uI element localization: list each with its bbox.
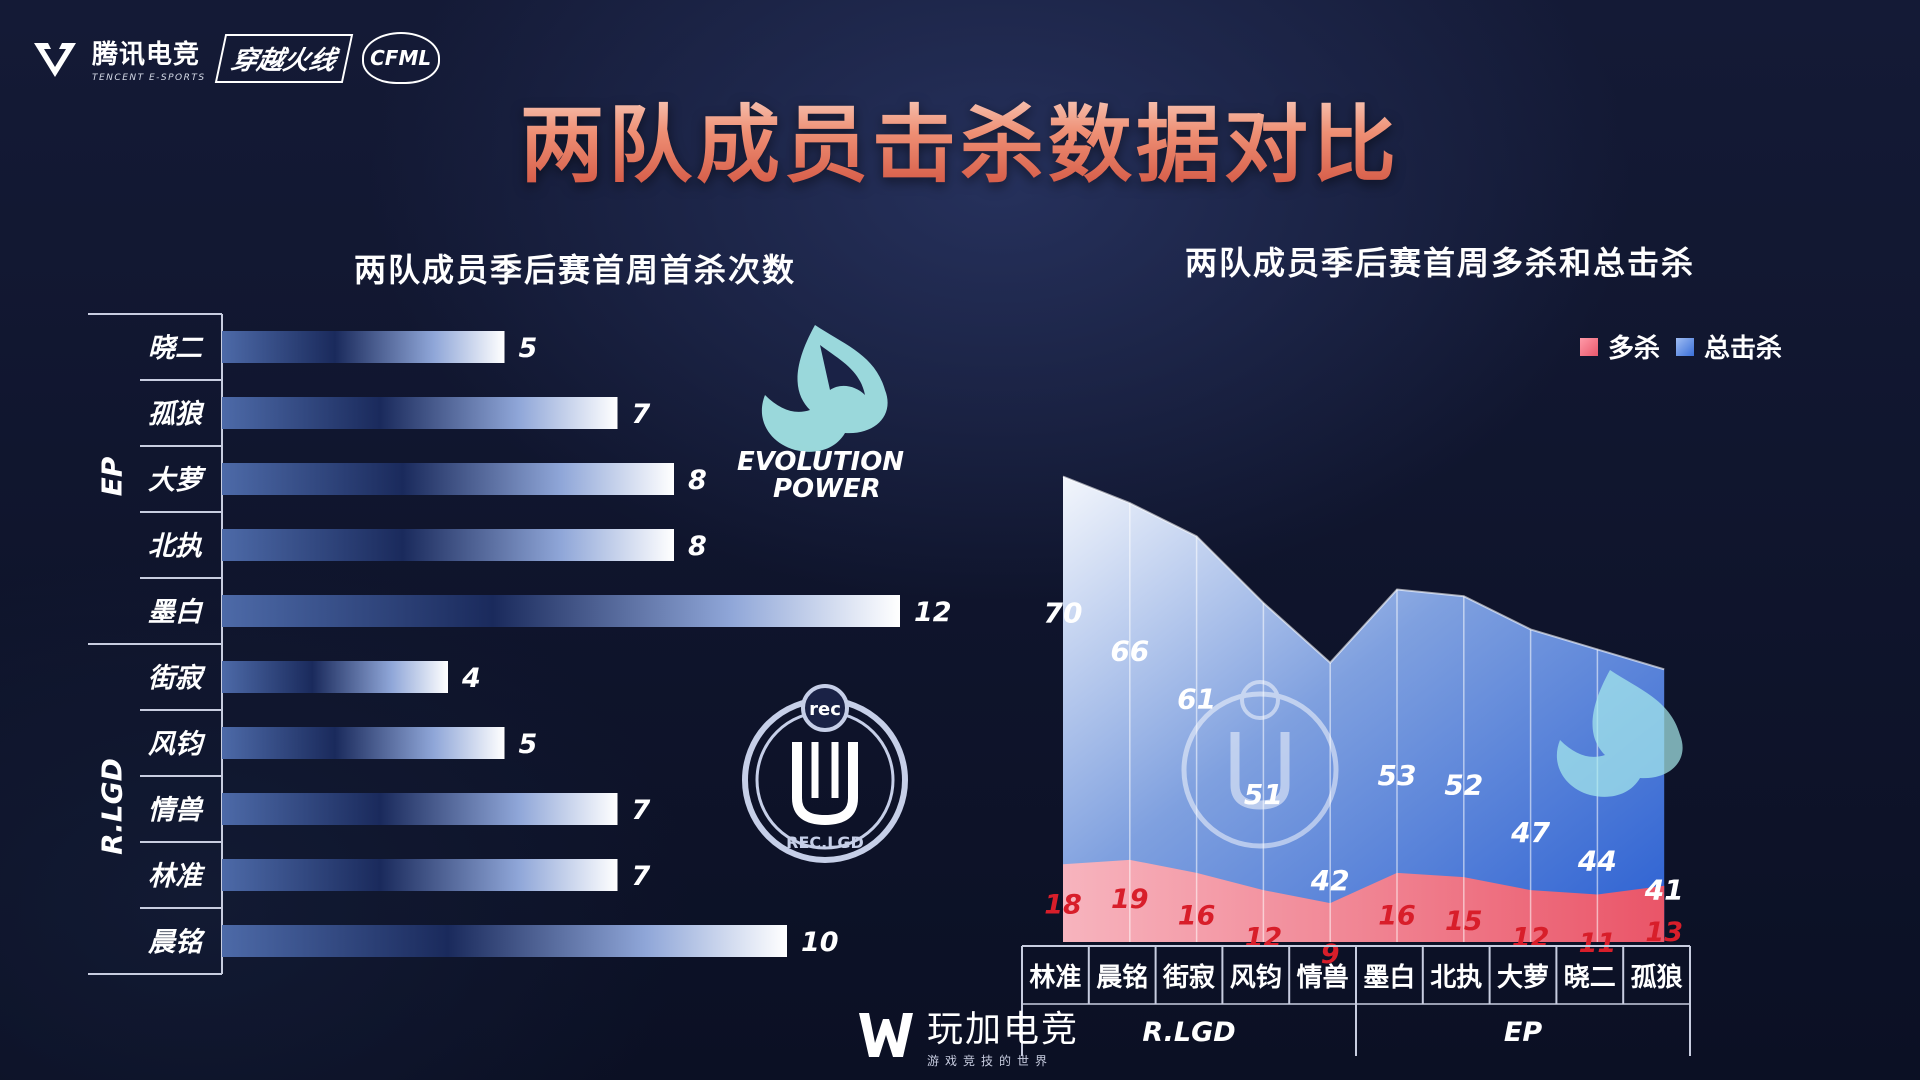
footer-brand-name: 玩加电竞 [927,1009,1080,1050]
bar-value-label: 10 [801,927,839,958]
series-line-total [1062,475,1665,671]
wanplus-logo-icon [859,1012,913,1057]
bar-林准 [222,859,618,891]
page-title: 两队成员击杀数据对比 [0,78,1920,199]
bar-value-label: 8 [688,531,707,562]
rec-lgd-watermark-icon [1181,680,1339,849]
multi-value-label: 12 [1512,923,1550,954]
x-tick-label: 风钧 [1230,963,1282,993]
x-tick-label: 墨白 [1363,962,1415,993]
total-value-label: 47 [1510,816,1550,849]
crossfire-logo: 穿越火线 [214,33,353,83]
bar-风钧 [222,727,505,759]
multi-value-label: 12 [1245,923,1283,954]
bar-情兽 [222,793,618,825]
bar-value-label: 7 [632,861,651,892]
total-value-label: 70 [1044,596,1083,629]
bar-孤狼 [222,397,618,429]
ep-logo-line1: EVOLUTION [737,447,904,477]
bar-category-label: 墨白 [148,597,204,628]
legend-swatch-multi [1580,337,1598,356]
bar-晓二 [222,331,505,363]
multi-value-label: 13 [1645,917,1683,948]
bar-value-label: 5 [519,729,538,760]
lgd-logo-top: rec [809,699,841,720]
crossfire-logo-text: 穿越火线 [227,45,339,76]
bar-街寂 [222,661,448,693]
bar-category-label: 晓二 [148,333,204,364]
multi-value-label: 11 [1579,928,1617,959]
header-logos: 腾讯电竞 TENCENT E-SPORTS 穿越火线 CFML [32,28,440,88]
bar-category-label: 北执 [148,531,203,562]
total-value-label: 66 [1110,635,1149,668]
bar-value-label: 7 [632,399,651,430]
tencent-esports-wordmark: 腾讯电竞 TENCENT E-SPORTS [92,34,206,83]
series-area-total [1063,476,1665,942]
x-tick-label: 北执 [1430,963,1482,993]
total-value-label: 61 [1177,682,1216,715]
legend-swatch-total [1676,337,1695,356]
x-tick-label: 晓二 [1564,963,1616,993]
rec-lgd-logo-icon: rec REC.LGD [742,684,908,863]
cfml-logo-text: CFML [370,46,432,70]
bar-value-label: 8 [688,465,707,496]
bar-value-label: 4 [461,663,481,694]
tencent-en-text: TENCENT E-SPORTS [92,73,206,83]
bar-value-label: 5 [519,333,538,364]
tencent-esports-logo-icon [34,43,76,77]
lgd-logo-bottom: REC.LGD [786,833,864,852]
bar-大萝 [222,463,674,495]
x-tick-label: 情兽 [1297,962,1349,993]
cfml-logo: CFML [361,32,440,84]
total-value-label: 52 [1444,768,1483,801]
tencent-cn-text: 腾讯电竞 [92,39,201,70]
bar-value-label: 7 [632,795,651,826]
bar-北执 [222,529,674,561]
bar-墨白 [222,595,900,627]
total-value-label: 53 [1378,759,1417,792]
bar-category-label: 风钧 [148,729,206,760]
bar-晨铭 [222,925,787,957]
team-label-rlgd: R.LGD [95,758,129,855]
multi-value-label: 16 [1378,900,1416,931]
multi-value-label: 15 [1445,906,1483,937]
kills-area-chart: 701866196116511242953165215471244114113 … [1021,475,1691,1056]
x-group-label: EP [1504,1017,1542,1048]
bar-value-label: 12 [914,597,952,628]
footer-brand: 玩加电竞 游戏竞技的世界 [855,1000,1079,1069]
total-value-label: 41 [1644,873,1684,906]
right-chart-title: 两队成员季后赛首周多杀和总击杀 [1184,244,1695,282]
ep-dragon-logo-icon: EVOLUTION POWER [737,325,904,504]
bar-category-label: 林准 [148,861,206,892]
bar-category-label: 孤狼 [148,399,205,430]
bar-category-label: 晨铭 [147,927,206,958]
x-tick-label: 街寂 [1162,962,1215,993]
total-value-label: 51 [1244,778,1283,811]
left-chart-title: 两队成员季后赛首周首杀次数 [353,251,796,289]
first-kill-bar-chart: 晓二 5 孤狼 7 大萝 8 北执 8 墨白 12 街寂 4 风钧 5 情兽 7 林准 7 晨铭 10 [88,313,952,975]
multi-value-label: 18 [1044,889,1082,920]
legend-label-multi: 多杀 [1608,334,1661,364]
x-tick-label: 林准 [1029,963,1081,993]
ep-dragon-watermark-icon [1556,670,1683,797]
multi-value-label: 16 [1178,900,1216,931]
x-group-label: R.LGD [1142,1017,1235,1048]
bar-category-label: 大萝 [148,465,207,496]
team-label-ep: EP [95,456,129,497]
x-tick-label: 大萝 [1497,963,1549,993]
series-area-multi [1063,859,1665,942]
x-tick-label: 晨铭 [1096,963,1148,993]
legend-label-total: 总击杀 [1704,334,1783,364]
bar-category-label: 情兽 [148,795,204,826]
x-tick-label: 孤狼 [1631,962,1683,993]
total-value-label: 42 [1310,864,1350,897]
ep-logo-line2: POWER [773,474,881,504]
bar-category-label: 街寂 [148,663,206,694]
total-value-label: 44 [1577,845,1617,878]
chart-legend: 多杀 总击杀 [1580,328,1782,365]
multi-value-label: 19 [1111,884,1149,915]
footer-slogan: 游戏竞技的世界 [927,1054,1054,1068]
